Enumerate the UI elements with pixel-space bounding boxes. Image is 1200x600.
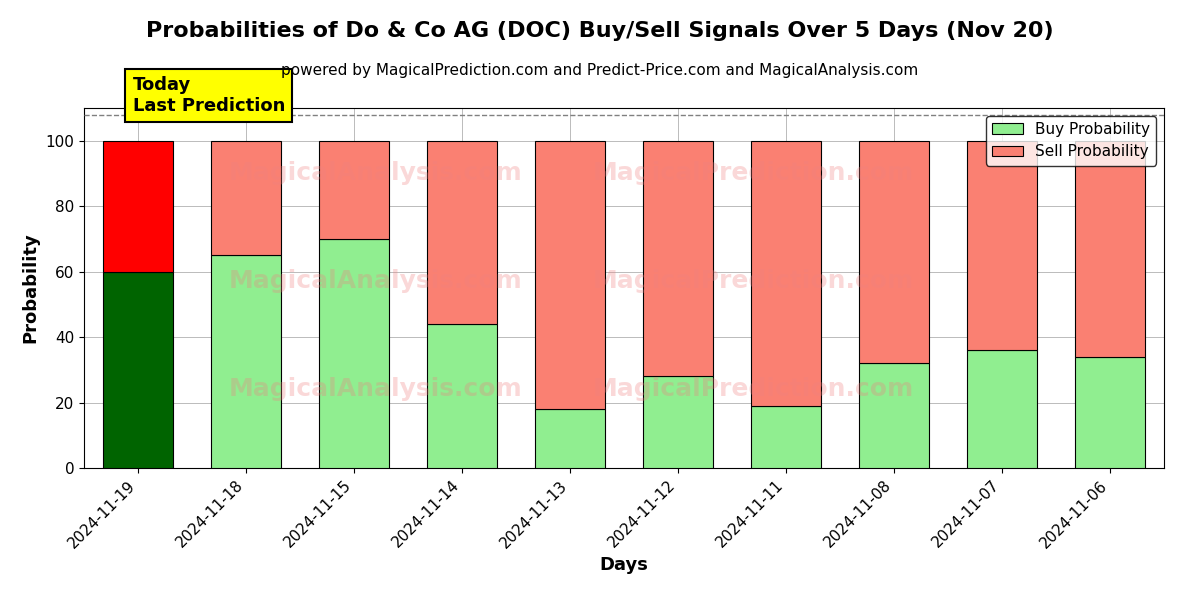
X-axis label: Days: Days	[600, 556, 648, 574]
Bar	[1075, 357, 1145, 468]
Bar	[319, 141, 389, 239]
Bar	[103, 141, 173, 272]
Bar	[751, 141, 821, 406]
Text: MagicalAnalysis.com: MagicalAnalysis.com	[229, 377, 522, 401]
Bar	[211, 141, 281, 255]
Y-axis label: Probability: Probability	[22, 233, 40, 343]
Bar	[211, 255, 281, 468]
Bar	[643, 141, 713, 376]
Bar	[967, 350, 1037, 468]
Bar	[427, 324, 497, 468]
Bar	[535, 409, 605, 468]
Bar	[643, 376, 713, 468]
Bar	[319, 239, 389, 468]
Text: powered by MagicalPrediction.com and Predict-Price.com and MagicalAnalysis.com: powered by MagicalPrediction.com and Pre…	[281, 63, 919, 78]
Bar	[535, 141, 605, 409]
Text: Probabilities of Do & Co AG (DOC) Buy/Sell Signals Over 5 Days (Nov 20): Probabilities of Do & Co AG (DOC) Buy/Se…	[146, 21, 1054, 41]
Bar	[967, 141, 1037, 350]
Legend: Buy Probability, Sell Probability: Buy Probability, Sell Probability	[986, 116, 1157, 166]
Text: Today
Last Prediction: Today Last Prediction	[132, 76, 284, 115]
Text: MagicalPrediction.com: MagicalPrediction.com	[593, 161, 914, 185]
Bar	[751, 406, 821, 468]
Bar	[1075, 141, 1145, 357]
Text: MagicalPrediction.com: MagicalPrediction.com	[593, 269, 914, 293]
Bar	[859, 363, 929, 468]
Text: MagicalPrediction.com: MagicalPrediction.com	[593, 377, 914, 401]
Bar	[103, 272, 173, 468]
Bar	[427, 141, 497, 324]
Text: MagicalAnalysis.com: MagicalAnalysis.com	[229, 269, 522, 293]
Bar	[859, 141, 929, 363]
Text: MagicalAnalysis.com: MagicalAnalysis.com	[229, 161, 522, 185]
